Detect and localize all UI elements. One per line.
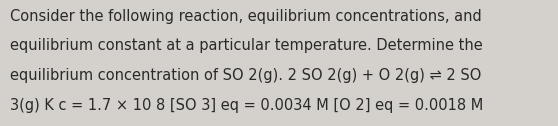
Text: Consider the following reaction, equilibrium concentrations, and: Consider the following reaction, equilib… [10,9,482,24]
Text: equilibrium constant at a particular temperature. Determine the: equilibrium constant at a particular tem… [10,38,483,53]
Text: equilibrium concentration of SO 2(g). 2 SO 2(g) + O 2(g) ⇌ 2 SO: equilibrium concentration of SO 2(g). 2 … [10,68,482,83]
Text: 3(g) K c = 1.7 × 10 8 [SO 3] eq = 0.0034 M [O 2] eq = 0.0018 M: 3(g) K c = 1.7 × 10 8 [SO 3] eq = 0.0034… [10,98,483,113]
